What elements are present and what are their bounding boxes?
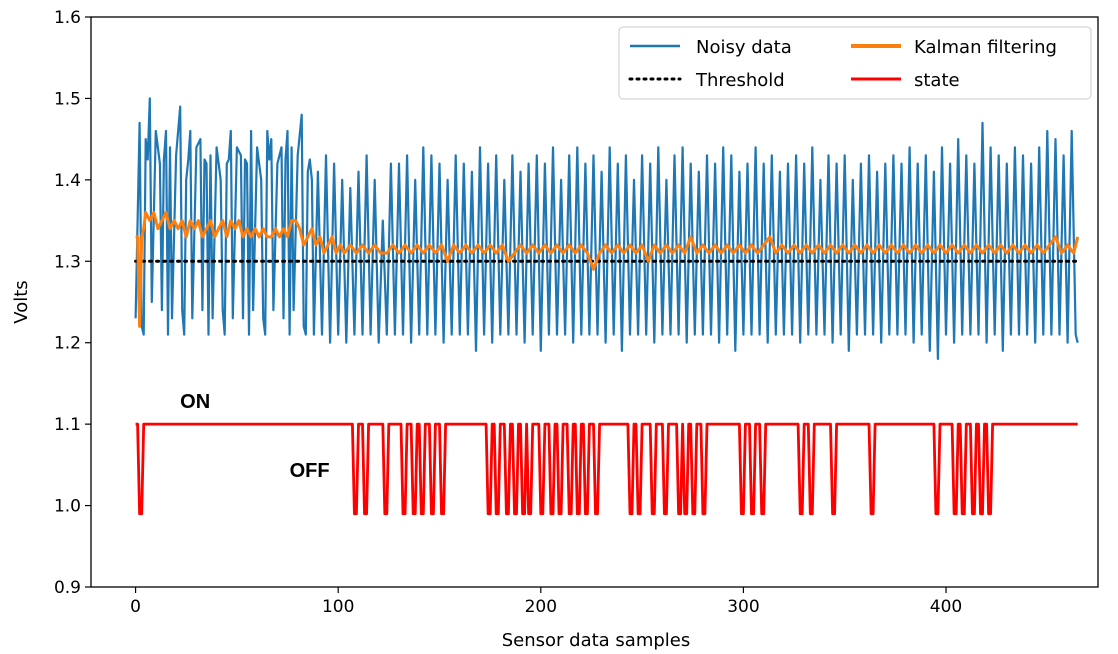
ticks-layer: 0 100 200 300 400 0.9 1.0 1.1 1.2 1.3 1.4 1.5 1.6 — [54, 8, 962, 617]
legend-label-noisy-data: Noisy data — [696, 37, 792, 58]
y-tick-label: 1.3 — [54, 252, 81, 272]
annotation-off: OFF — [290, 460, 330, 482]
series-layer — [134, 97, 1080, 516]
series-line-state — [135, 422, 1078, 516]
series-line-kalman-filtering — [135, 210, 1080, 328]
x-tick-label: 300 — [727, 597, 759, 617]
y-tick-label: 1.5 — [54, 89, 81, 109]
series-line-noisy-data — [134, 97, 1079, 361]
legend-label-threshold: Threshold — [695, 70, 785, 91]
y-tick-label: 1.4 — [54, 171, 81, 191]
y-axis-title: Volts — [11, 280, 32, 323]
y-tick-label: 1.1 — [54, 415, 81, 435]
y-tick-label: 1.2 — [54, 334, 81, 354]
y-tick-label: 1.6 — [54, 8, 81, 28]
x-tick-label: 0 — [130, 597, 141, 617]
plot-frame — [90, 16, 1099, 588]
y-tick-label: 0.9 — [54, 578, 81, 598]
legend-label-kalman-filtering: Kalman filtering — [914, 37, 1057, 58]
x-tick-label: 100 — [322, 597, 354, 617]
annotation-layer: ON OFF — [180, 391, 329, 482]
x-axis-title: Sensor data samples — [502, 630, 691, 651]
x-tick-label: 400 — [930, 597, 962, 617]
y-tick-label: 1.0 — [54, 497, 81, 517]
x-tick-label: 200 — [525, 597, 557, 617]
legend-label-state: state — [914, 70, 960, 91]
annotation-on: ON — [180, 391, 210, 413]
legend: Noisy data Threshold Kalman filtering st… — [618, 26, 1092, 100]
legend-box — [618, 26, 1092, 100]
